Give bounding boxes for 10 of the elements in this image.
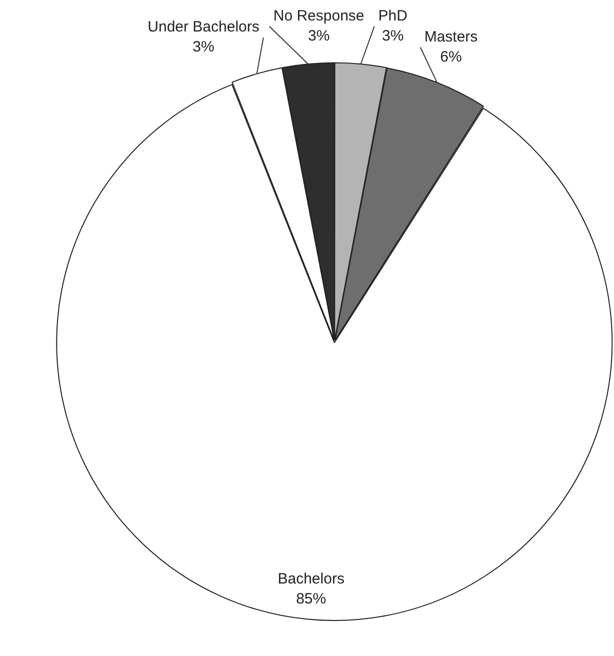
slice-label: Masters <box>424 28 478 46</box>
data-label: 6% <box>440 48 462 66</box>
data-label: 3% <box>382 28 404 45</box>
data-label: 3% <box>308 28 330 45</box>
slice-label: No Response <box>273 8 364 25</box>
slice-label: Bachelors <box>278 570 344 588</box>
data-label: 85% <box>296 590 326 608</box>
slice-label: Under Bachelors <box>148 18 260 36</box>
data-label: 3% <box>192 38 214 56</box>
slice-label: PhD <box>378 8 408 25</box>
